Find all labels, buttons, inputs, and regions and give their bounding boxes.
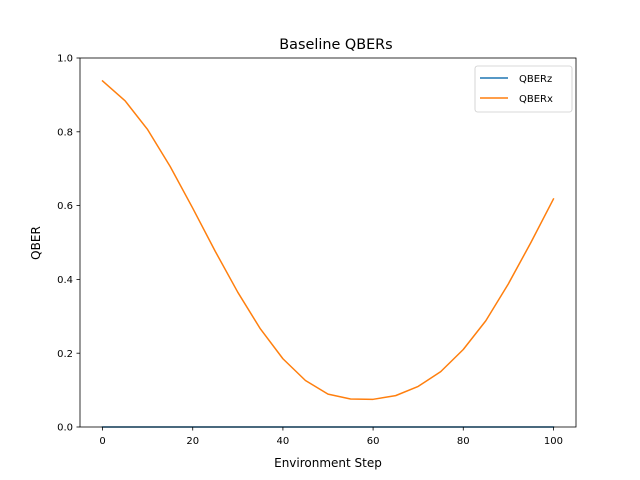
axes-frame [79, 57, 577, 428]
y-tick-label: 0.6 [57, 201, 73, 212]
y-axis-label: QBER [29, 226, 43, 260]
y-tick-label: 0.8 [57, 127, 73, 138]
legend-box [474, 65, 573, 113]
y-axis-ticks: 0.0 0.2 0.4 0.6 0.8 1.0 [57, 54, 80, 434]
x-tick-label: 80 [457, 436, 470, 447]
legend-label-qberz: QBERz [519, 74, 552, 85]
legend: QBERz QBERx [474, 65, 573, 113]
x-axis-ticks: 0 20 40 60 80 100 [99, 427, 563, 447]
x-tick-label: 0 [99, 436, 105, 447]
y-tick-label: 1.0 [57, 54, 73, 65]
series-line-qberx [101, 79, 555, 401]
legend-label-qberx: QBERx [519, 94, 553, 105]
x-axis-label: Environment Step [274, 456, 382, 470]
x-tick-label: 40 [277, 436, 290, 447]
chart-title: Baseline QBERs [279, 37, 392, 53]
plot-area [79, 57, 577, 428]
x-tick-label: 100 [544, 436, 563, 447]
x-tick-label: 60 [367, 436, 380, 447]
x-tick-label: 20 [186, 436, 199, 447]
y-tick-label: 0.0 [57, 423, 73, 434]
y-tick-label: 0.4 [57, 275, 73, 286]
y-tick-label: 0.2 [57, 349, 73, 360]
